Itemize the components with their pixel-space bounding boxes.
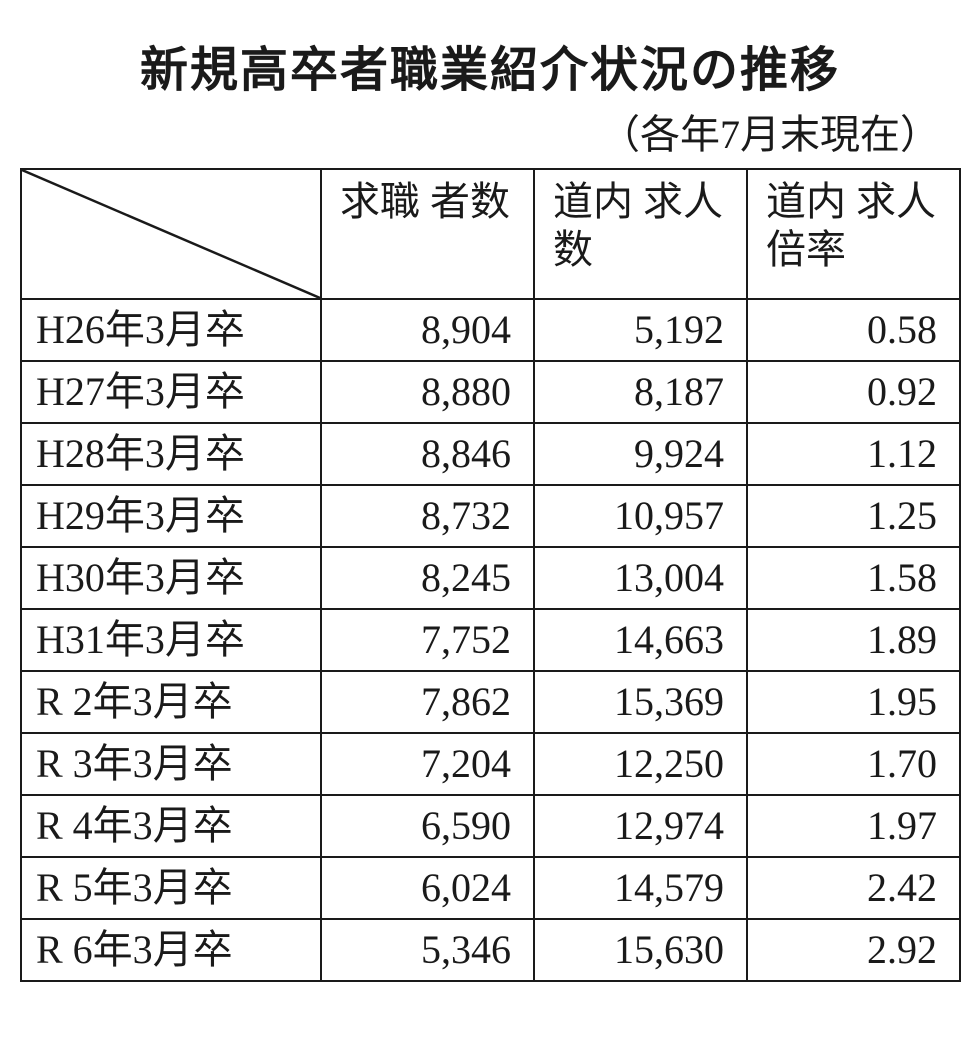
data-cell: 8,187 — [534, 361, 747, 423]
row-label: H27年3月卒 — [21, 361, 321, 423]
row-label: R 3年3月卒 — [21, 733, 321, 795]
data-cell: 1.58 — [747, 547, 960, 609]
data-cell: 1.97 — [747, 795, 960, 857]
row-label: H26年3月卒 — [21, 299, 321, 361]
data-cell: 2.42 — [747, 857, 960, 919]
data-cell: 1.12 — [747, 423, 960, 485]
table-row: H30年3月卒8,245 13,0041.58 — [21, 547, 960, 609]
data-cell: 2.92 — [747, 919, 960, 981]
data-cell: 1.70 — [747, 733, 960, 795]
corner-cell — [21, 169, 321, 299]
data-cell: 8,880 — [321, 361, 534, 423]
data-table: 求職 者数 道内 求人数 道内 求人倍率 H26年3月卒8,904 5,1920… — [20, 168, 961, 982]
data-cell: 7,862 — [321, 671, 534, 733]
table-row: H28年3月卒8,846 9,9241.12 — [21, 423, 960, 485]
data-cell: 0.92 — [747, 361, 960, 423]
data-cell: 1.95 — [747, 671, 960, 733]
data-cell: 14,663 — [534, 609, 747, 671]
row-label: R 5年3月卒 — [21, 857, 321, 919]
data-cell: 15,630 — [534, 919, 747, 981]
table-row: R 3年3月卒7,204 12,2501.70 — [21, 733, 960, 795]
row-label: R 6年3月卒 — [21, 919, 321, 981]
data-cell: 5,346 — [321, 919, 534, 981]
row-label: H28年3月卒 — [21, 423, 321, 485]
data-cell: 8,846 — [321, 423, 534, 485]
data-cell: 12,250 — [534, 733, 747, 795]
data-cell: 14,579 — [534, 857, 747, 919]
row-label: R 2年3月卒 — [21, 671, 321, 733]
row-label: H29年3月卒 — [21, 485, 321, 547]
table-body: H26年3月卒8,904 5,1920.58H27年3月卒8,880 8,187… — [21, 299, 960, 981]
table-row: H31年3月卒7,752 14,6631.89 — [21, 609, 960, 671]
header-row: 求職 者数 道内 求人数 道内 求人倍率 — [21, 169, 960, 299]
data-cell: 0.58 — [747, 299, 960, 361]
data-cell: 5,192 — [534, 299, 747, 361]
data-cell: 12,974 — [534, 795, 747, 857]
table-row: R 6年3月卒5,346 15,6302.92 — [21, 919, 960, 981]
row-label: H31年3月卒 — [21, 609, 321, 671]
table-row: R 4年3月卒6,590 12,9741.97 — [21, 795, 960, 857]
data-cell: 7,204 — [321, 733, 534, 795]
data-cell: 15,369 — [534, 671, 747, 733]
table-subtitle: （各年7月末現在） — [20, 102, 940, 160]
data-cell: 1.89 — [747, 609, 960, 671]
table-title: 新規高卒者職業紹介状況の推移 — [20, 30, 960, 100]
data-cell: 6,024 — [321, 857, 534, 919]
data-cell: 9,924 — [534, 423, 747, 485]
table-row: H29年3月卒8,732 10,9571.25 — [21, 485, 960, 547]
data-cell: 8,904 — [321, 299, 534, 361]
diagonal-line-icon — [22, 170, 320, 298]
row-label: R 4年3月卒 — [21, 795, 321, 857]
data-cell: 7,752 — [321, 609, 534, 671]
table-row: H27年3月卒8,880 8,1870.92 — [21, 361, 960, 423]
table-row: R 2年3月卒7,862 15,3691.95 — [21, 671, 960, 733]
data-cell: 13,004 — [534, 547, 747, 609]
table-row: H26年3月卒8,904 5,1920.58 — [21, 299, 960, 361]
column-header: 道内 求人倍率 — [747, 169, 960, 299]
column-header: 求職 者数 — [321, 169, 534, 299]
data-cell: 8,245 — [321, 547, 534, 609]
data-cell: 1.25 — [747, 485, 960, 547]
data-cell: 6,590 — [321, 795, 534, 857]
data-cell: 8,732 — [321, 485, 534, 547]
table-row: R 5年3月卒6,024 14,5792.42 — [21, 857, 960, 919]
data-cell: 10,957 — [534, 485, 747, 547]
row-label: H30年3月卒 — [21, 547, 321, 609]
column-header: 道内 求人数 — [534, 169, 747, 299]
